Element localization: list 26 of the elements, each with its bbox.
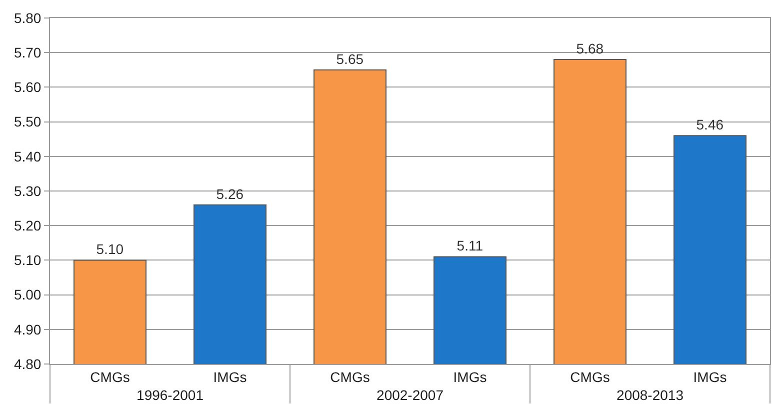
x-tick-label: CMGs bbox=[90, 368, 130, 385]
x-tick-label: IMGs bbox=[693, 368, 727, 385]
x-tick-label: CMGs bbox=[330, 368, 370, 385]
y-tick-label: 5.80 bbox=[14, 10, 42, 26]
y-tick-label: 4.90 bbox=[14, 321, 42, 338]
x-tick-label: IMGs bbox=[213, 368, 247, 385]
y-tick-label: 5.60 bbox=[14, 79, 42, 96]
x-tick-label: IMGs bbox=[453, 368, 487, 385]
data-label: 5.10 bbox=[96, 241, 124, 258]
y-tick-label: 5.00 bbox=[14, 286, 42, 303]
data-label: 5.68 bbox=[576, 40, 604, 57]
text: 2002-2007 bbox=[376, 386, 444, 403]
y-tick-label: 4.80 bbox=[14, 356, 42, 372]
data-label: 5.65 bbox=[336, 50, 364, 67]
y-tick-label: 5.30 bbox=[14, 182, 42, 199]
x-tick-label: CMGs bbox=[570, 368, 610, 385]
data-label: 5.11 bbox=[456, 238, 484, 254]
y-tick-label: 5.20 bbox=[14, 218, 42, 234]
data-label: 5.46 bbox=[696, 116, 724, 133]
data-label: 5.26 bbox=[216, 186, 244, 202]
text: 2008-2013 bbox=[616, 386, 684, 403]
y-tick-label: 5.50 bbox=[14, 114, 42, 130]
y-tick-label: 5.10 bbox=[14, 252, 42, 268]
y-tick-label: 5.40 bbox=[14, 148, 42, 164]
text: 1996-2001 bbox=[136, 386, 204, 403]
y-tick-label: 5.70 bbox=[14, 44, 42, 60]
